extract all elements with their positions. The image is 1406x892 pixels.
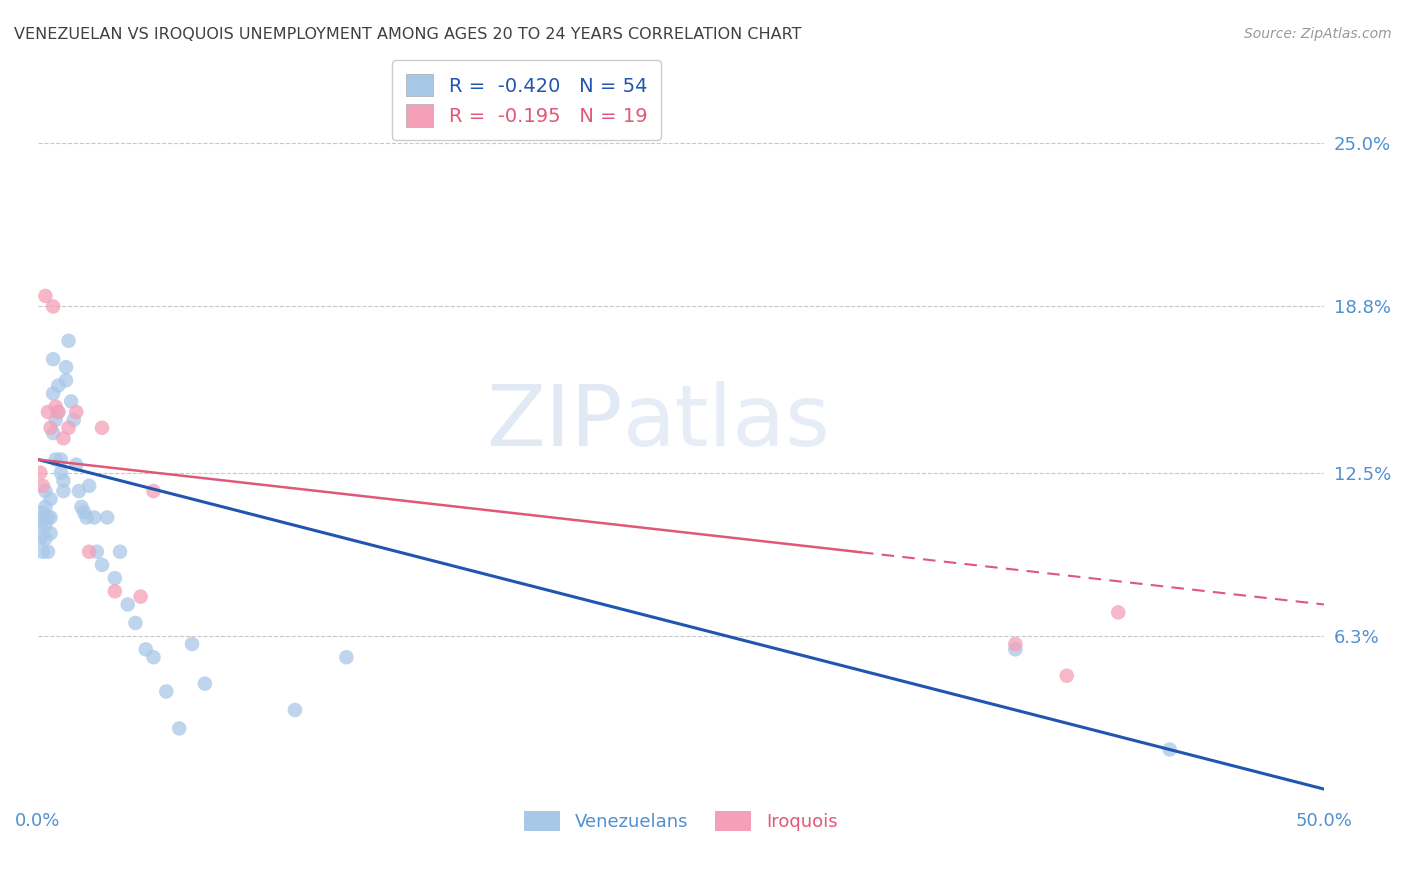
Point <box>142 650 165 665</box>
Point <box>55 373 77 387</box>
Point <box>39 491 62 506</box>
Point <box>108 545 131 559</box>
Point <box>30 518 52 533</box>
Point <box>42 300 65 314</box>
Point <box>37 545 59 559</box>
Point <box>37 510 59 524</box>
Point <box>67 484 90 499</box>
Point <box>45 413 67 427</box>
Point <box>31 510 53 524</box>
Point <box>167 722 190 736</box>
Point <box>1107 606 1129 620</box>
Point <box>284 703 307 717</box>
Point <box>335 650 357 665</box>
Point <box>124 615 146 630</box>
Point <box>46 405 69 419</box>
Point <box>30 466 52 480</box>
Point <box>34 532 56 546</box>
Point <box>104 584 127 599</box>
Point <box>1056 668 1078 682</box>
Point <box>30 532 52 546</box>
Point <box>34 500 56 514</box>
Point <box>49 452 72 467</box>
Point <box>34 484 56 499</box>
Point <box>73 505 96 519</box>
Point <box>65 405 87 419</box>
Point <box>52 484 75 499</box>
Point <box>31 545 53 559</box>
Point <box>37 405 59 419</box>
Point <box>1004 637 1026 651</box>
Point <box>91 558 114 572</box>
Point <box>117 598 139 612</box>
Point <box>34 518 56 533</box>
Text: ZIP: ZIP <box>486 381 623 464</box>
Point <box>58 421 80 435</box>
Point <box>31 505 53 519</box>
Point <box>1159 742 1181 756</box>
Point <box>46 378 69 392</box>
Point <box>46 405 69 419</box>
Point <box>1004 642 1026 657</box>
Point <box>55 360 77 375</box>
Point <box>96 510 118 524</box>
Point <box>45 400 67 414</box>
Point <box>42 426 65 441</box>
Point <box>181 637 204 651</box>
Point <box>42 352 65 367</box>
Point <box>129 590 152 604</box>
Text: Source: ZipAtlas.com: Source: ZipAtlas.com <box>1244 27 1392 41</box>
Text: atlas: atlas <box>623 381 831 464</box>
Point <box>62 413 84 427</box>
Point <box>60 394 83 409</box>
Text: VENEZUELAN VS IROQUOIS UNEMPLOYMENT AMONG AGES 20 TO 24 YEARS CORRELATION CHART: VENEZUELAN VS IROQUOIS UNEMPLOYMENT AMON… <box>14 27 801 42</box>
Point <box>52 431 75 445</box>
Point <box>142 484 165 499</box>
Point <box>76 510 98 524</box>
Legend: Venezuelans, Iroquois: Venezuelans, Iroquois <box>510 796 852 846</box>
Point <box>39 421 62 435</box>
Point <box>39 526 62 541</box>
Point <box>70 500 93 514</box>
Point <box>49 466 72 480</box>
Point <box>39 510 62 524</box>
Point <box>135 642 157 657</box>
Point <box>52 474 75 488</box>
Point <box>34 289 56 303</box>
Point <box>58 334 80 348</box>
Point <box>83 510 105 524</box>
Point <box>91 421 114 435</box>
Point <box>45 452 67 467</box>
Point <box>42 386 65 401</box>
Point <box>155 684 177 698</box>
Point <box>65 458 87 472</box>
Point <box>194 676 217 690</box>
Point <box>86 545 108 559</box>
Point <box>77 479 100 493</box>
Point <box>31 479 53 493</box>
Point <box>77 545 100 559</box>
Point <box>104 571 127 585</box>
